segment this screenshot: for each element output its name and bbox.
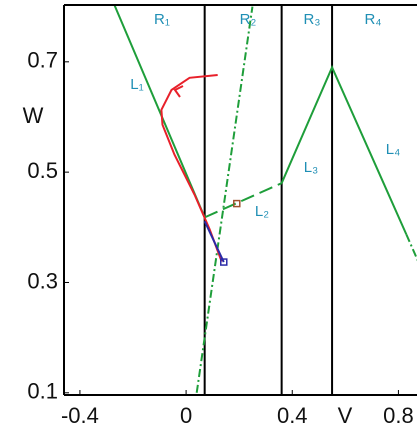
y-tick-label: 0.5 xyxy=(27,158,58,183)
y-tick-label: 0.1 xyxy=(27,379,58,404)
x-tick-label: -0.4 xyxy=(61,403,99,428)
point-marker xyxy=(220,258,228,266)
point-marker xyxy=(233,199,241,208)
curve xyxy=(405,234,417,262)
x-tick-label: 0.4 xyxy=(277,403,308,428)
line-label: L₄ xyxy=(386,141,400,158)
x-axis-label: V xyxy=(338,403,353,428)
arrowhead xyxy=(173,85,184,98)
line-label: L₃ xyxy=(304,159,318,176)
curve xyxy=(113,5,206,218)
x-tick-label: 0.8 xyxy=(383,403,414,428)
region-label: R₃ xyxy=(304,11,321,28)
y-tick-label: 0.3 xyxy=(27,268,58,293)
curve xyxy=(160,74,223,262)
y-tick-label: 0.7 xyxy=(27,48,58,73)
region-label: R₁ xyxy=(154,11,170,28)
region-label: R₂ xyxy=(240,11,257,28)
curve xyxy=(204,182,283,219)
curve xyxy=(280,64,408,235)
curve xyxy=(195,6,254,393)
line-label: L₂ xyxy=(255,203,269,220)
region-label: R₄ xyxy=(365,11,382,28)
line-label: L₁ xyxy=(130,76,143,93)
curve xyxy=(203,220,225,263)
plot-area xyxy=(113,5,417,395)
x-tick-label: 0 xyxy=(180,403,192,428)
y-axis-label: W xyxy=(23,103,44,128)
